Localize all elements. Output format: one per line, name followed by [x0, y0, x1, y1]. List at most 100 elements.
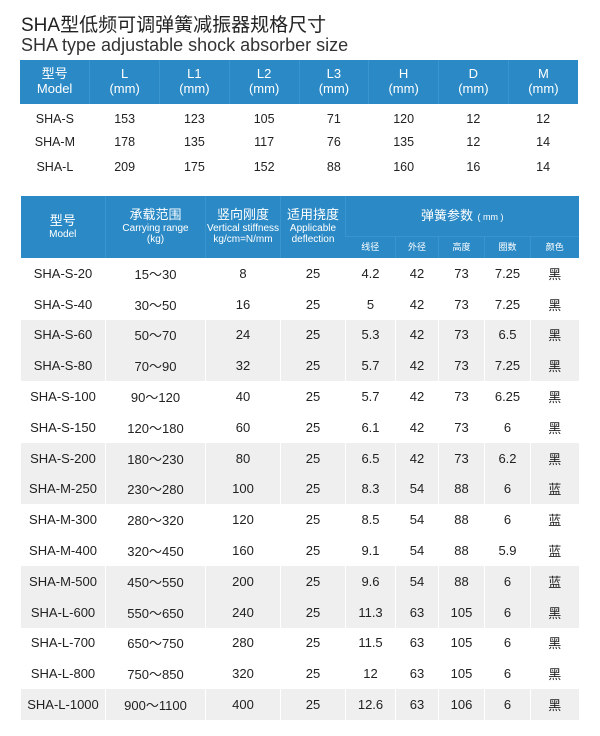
- header-range-cn: 承载范围: [129, 207, 182, 223]
- table-row: SHA-S 153 123 105 71 120 12 12: [20, 104, 578, 129]
- table-cell: 25: [280, 350, 346, 382]
- table-cell: SHA-S-60: [20, 319, 106, 351]
- table-cell: 230～280: [105, 473, 206, 505]
- table-cell: 54: [395, 535, 439, 566]
- header-deflection: 适用挠度 Applicable deflection: [280, 196, 346, 258]
- table-cell: 黑: [530, 350, 579, 382]
- table-row: SHA-M-300 280～320 120 25 8.5 54 88 6 蓝: [20, 504, 579, 536]
- table-cell: 14: [536, 159, 551, 174]
- table-cell: SHA-L: [36, 159, 74, 174]
- header-cell: L2 (mm): [228, 60, 299, 104]
- table-row: SHA-S-60 50～70 24 25 5.3 42 73 6.5 黑: [20, 319, 579, 351]
- dimensions-table: 型号 Model L (mm) L1 (mm) L2 (mm) L3 (mm) H (mm) D (mm)…: [20, 60, 578, 179]
- table-cell: 蓝: [530, 535, 579, 566]
- table-cell: 73: [438, 258, 485, 289]
- table-cell: 25: [280, 658, 346, 690]
- table-cell: 105: [438, 596, 485, 628]
- table-cell: 6: [484, 689, 531, 720]
- header-unit: (mm): [458, 81, 489, 96]
- table-cell: 120: [393, 111, 415, 126]
- header-label: L2: [256, 66, 272, 82]
- header-unit: (mm): [388, 81, 419, 96]
- table-cell: 42: [395, 411, 439, 443]
- page-title: SHA型低频可调弹簧减振器规格尺寸: [21, 15, 327, 36]
- table-cell: 63: [395, 596, 439, 628]
- table-cell: 450～550: [105, 565, 206, 597]
- table-cell: 240: [205, 596, 281, 628]
- table-cell: 黑: [530, 411, 579, 443]
- table-cell: 蓝: [530, 504, 579, 536]
- header-spring-sub: 线径: [345, 235, 396, 258]
- table-cell: 12.6: [345, 689, 396, 720]
- table-cell: 160: [393, 159, 415, 174]
- table-cell: 黑: [530, 658, 579, 690]
- table-cell: 105: [253, 111, 275, 126]
- table-cell: 135: [393, 134, 415, 149]
- table-cell: 黑: [530, 381, 579, 412]
- table-cell: 16: [466, 159, 481, 174]
- header-unit: (mm): [248, 81, 280, 96]
- header-stiffness-cn: 竖向刚度: [216, 207, 269, 223]
- table-cell: 黑: [530, 442, 579, 474]
- table-cell: SHA-S-100: [20, 381, 106, 412]
- table-cell: 30～50: [105, 288, 206, 320]
- table-cell: SHA-L-600: [20, 596, 106, 628]
- header-unit: (mm): [318, 81, 350, 96]
- table-cell: 40: [205, 381, 281, 412]
- table-cell: 42: [395, 319, 439, 351]
- table-cell: 24: [205, 319, 281, 351]
- table-cell: SHA-S: [35, 111, 74, 126]
- table-cell: 200: [205, 565, 281, 597]
- table-cell: 70～90: [105, 350, 206, 382]
- table-cell: 黑: [530, 596, 579, 628]
- table-cell: 黑: [530, 627, 579, 659]
- header-model-cn: 型号: [49, 212, 76, 228]
- table-cell: 42: [395, 258, 439, 289]
- table-cell: 123: [183, 111, 205, 126]
- header-spring-sub: 圈数: [484, 235, 531, 258]
- table-row: SHA-L-700 650～750 280 25 11.5 63 105 6 黑: [20, 627, 579, 659]
- table-cell: 6: [484, 596, 531, 628]
- table-cell: 7.25: [484, 350, 531, 382]
- specifications-table: 型号 Model 承载范围 Carrying range (kg) 竖向刚度 Verti…: [20, 196, 579, 720]
- header-cell: H (mm): [368, 60, 439, 104]
- table-cell: 88: [326, 159, 341, 174]
- header-deflection-cn: 适用挠度: [286, 207, 339, 223]
- table-cell: 11.5: [345, 627, 396, 659]
- table-cell: 6: [484, 627, 531, 659]
- table-cell: 7.25: [484, 288, 531, 320]
- header-unit: (mm): [109, 81, 140, 96]
- table-cell: 25: [280, 504, 346, 536]
- header-cell: L1 (mm): [159, 60, 230, 104]
- table-cell: SHA-M-500: [20, 565, 106, 597]
- table-cell: 黑: [530, 288, 579, 320]
- table-cell: 71: [326, 111, 341, 126]
- table-cell: 76: [326, 134, 341, 149]
- header-label: H: [398, 66, 409, 82]
- table-cell: 5: [345, 288, 396, 320]
- table-cell: 73: [438, 350, 485, 382]
- table-cell: 14: [536, 134, 551, 149]
- table-cell: 6.1: [345, 411, 396, 443]
- header-spring-unit: ( mm ): [477, 211, 504, 222]
- table-cell: 黑: [530, 689, 579, 720]
- header-range: 承载范围 Carrying range (kg): [105, 196, 206, 258]
- table-cell: 25: [280, 596, 346, 628]
- table-cell: 12: [466, 111, 481, 126]
- table-cell: 5.3: [345, 319, 396, 351]
- table-cell: 9.6: [345, 565, 396, 597]
- table-row: SHA-M-400 320～450 160 25 9.1 54 88 5.9 蓝: [20, 535, 579, 566]
- table-cell: 320: [205, 658, 281, 690]
- table-row: SHA-L-600 550～650 240 25 11.3 63 105 6 黑: [20, 596, 579, 628]
- table-cell: SHA-M-300: [20, 504, 106, 536]
- table-cell: SHA-S-200: [20, 442, 106, 474]
- table-cell: 120: [205, 504, 281, 536]
- table-cell: 320～450: [105, 535, 206, 566]
- table-cell: 750～850: [105, 658, 206, 690]
- table-cell: 400: [205, 689, 281, 720]
- table-cell: 73: [438, 381, 485, 412]
- header-model: 型号 Model: [20, 196, 106, 258]
- header-label: 型号: [41, 66, 68, 82]
- table-cell: 15～30: [105, 258, 206, 289]
- header-deflection-unit: deflection: [291, 234, 335, 246]
